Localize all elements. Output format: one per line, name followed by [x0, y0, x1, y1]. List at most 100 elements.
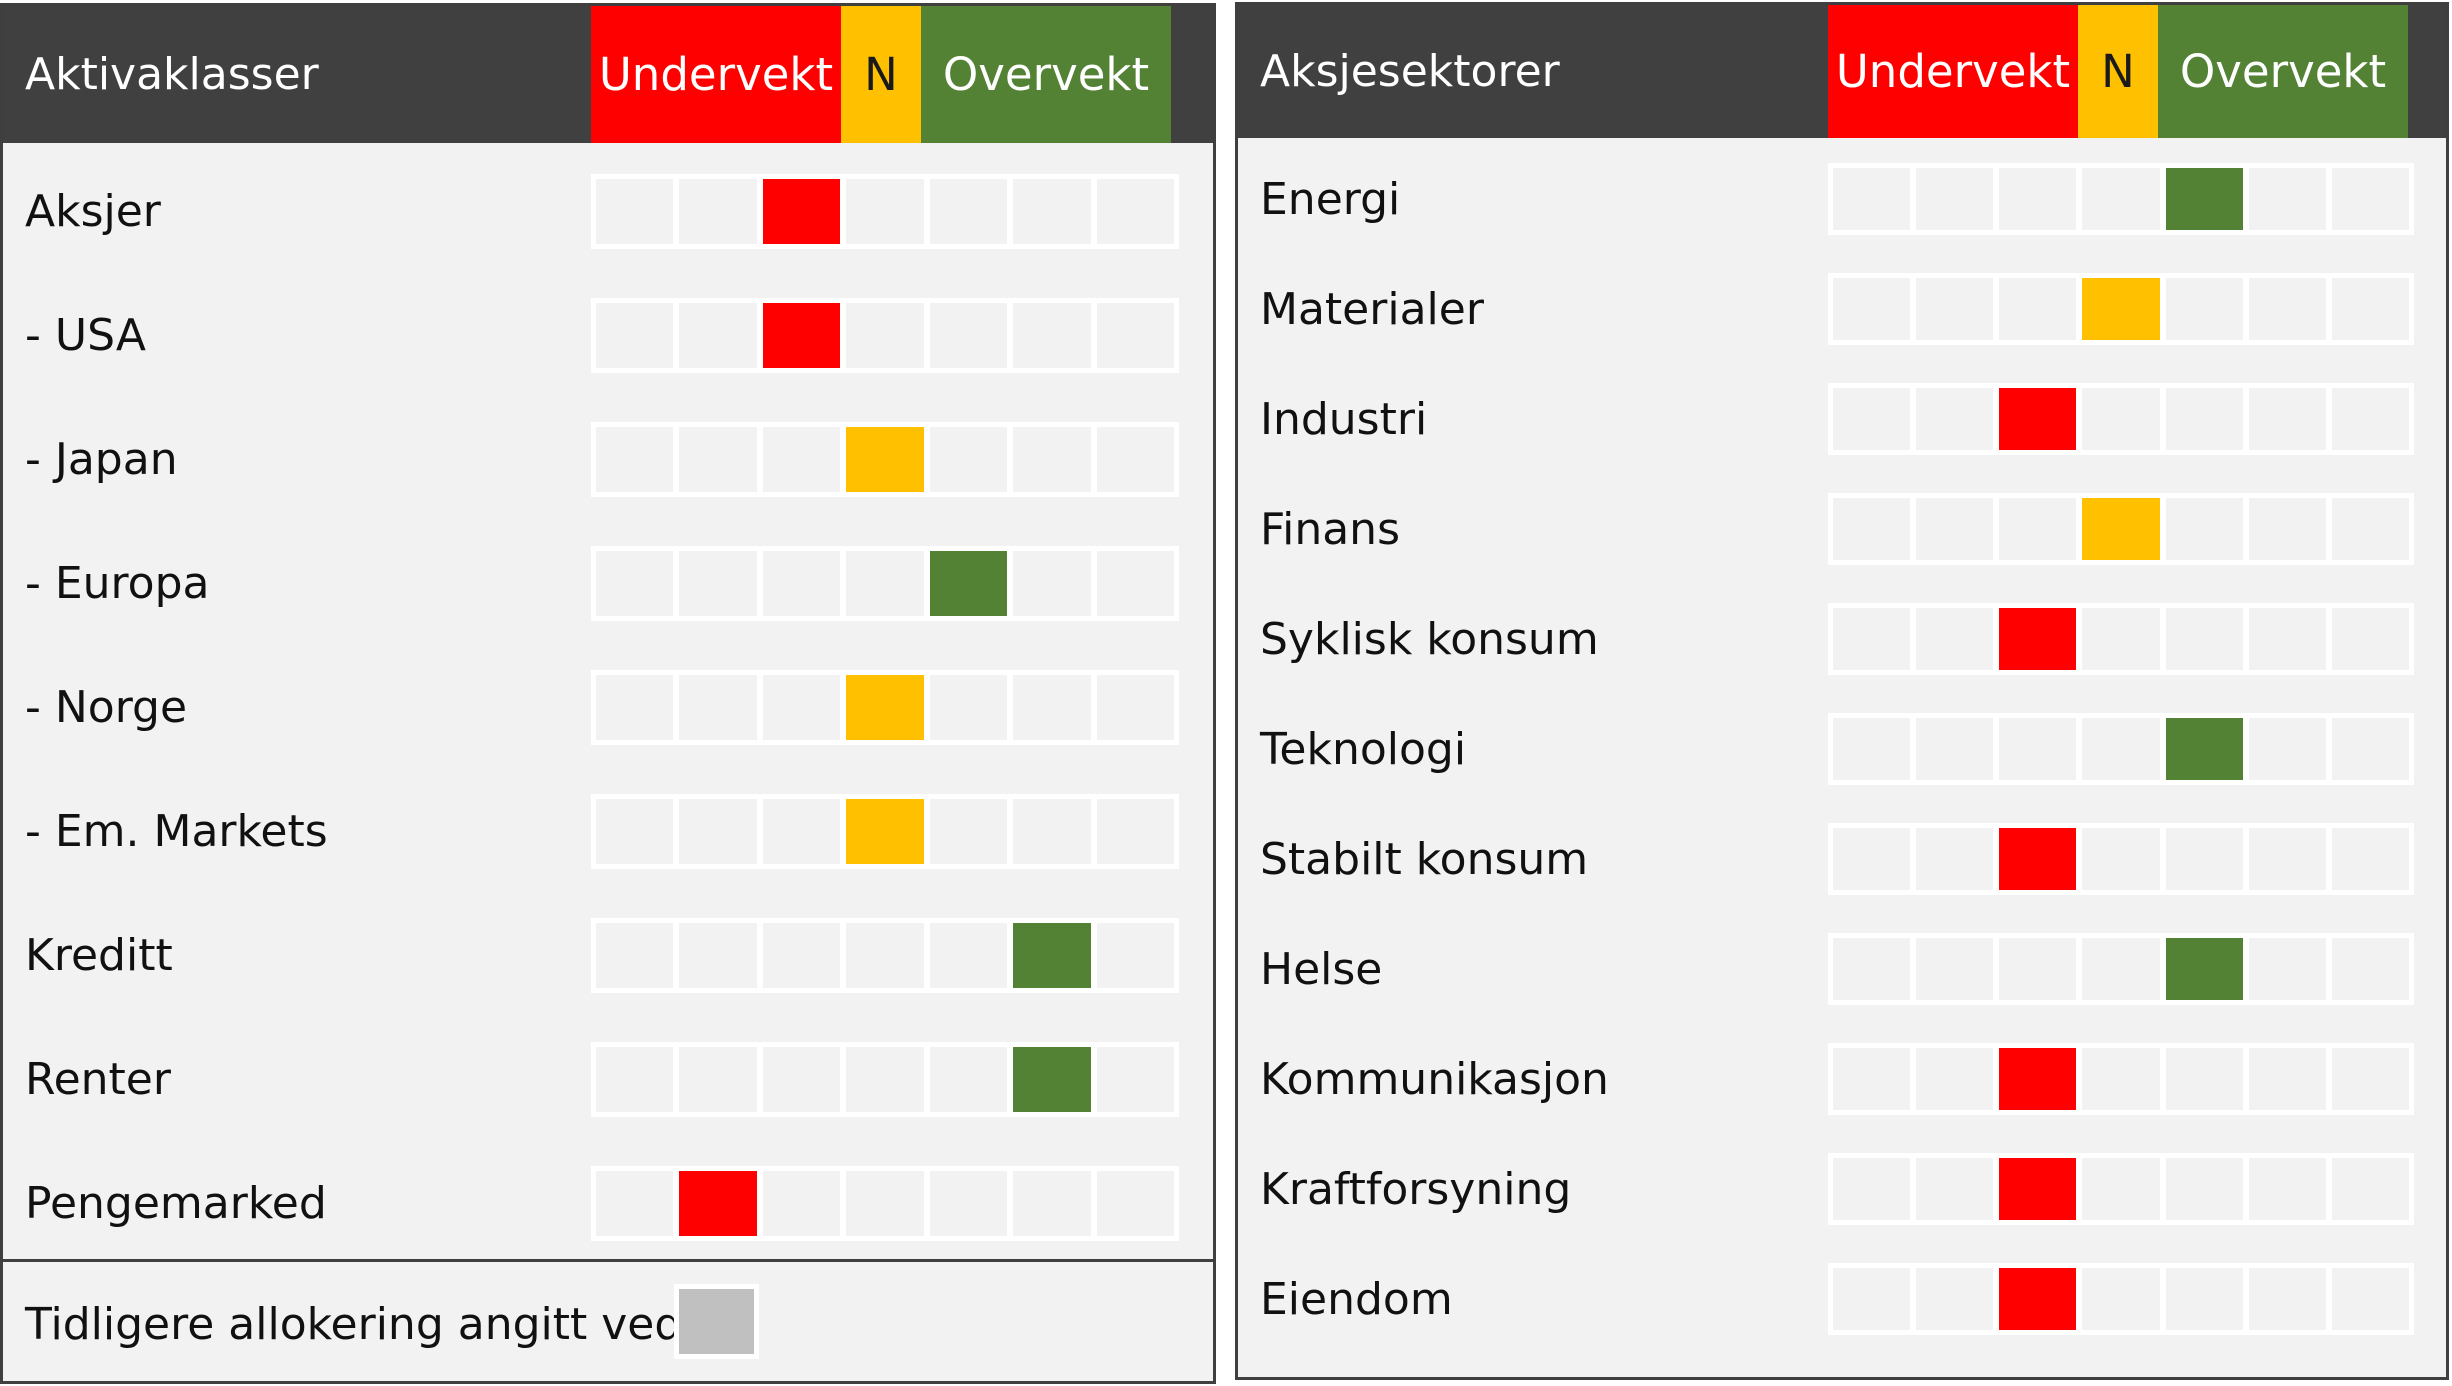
scale-cell [846, 1170, 924, 1236]
weight-marker [1999, 1158, 2077, 1220]
scale-cell [1013, 178, 1091, 244]
scale-cell [1833, 278, 1911, 340]
weight-marker [1013, 1046, 1091, 1112]
scale-cell [2165, 498, 2243, 560]
scale-cell [2331, 718, 2409, 780]
weight-marker [2082, 278, 2160, 340]
scale-cell [1999, 168, 2077, 230]
scale-cell [1096, 1046, 1174, 1112]
row-label-em-markets: - Em. Markets [25, 805, 328, 857]
scale-cell [1916, 718, 1994, 780]
weight-marker [2165, 718, 2243, 780]
weight-marker [1999, 1268, 2077, 1330]
asset-class-header: Aktivaklasser Undervekt N Overvekt [3, 6, 1213, 143]
scale-cell [679, 922, 757, 988]
scale-cell [2082, 1268, 2160, 1330]
weight-marker [929, 550, 1008, 616]
scale-cell [2165, 1158, 2243, 1220]
row-label-eiendom: Eiendom [1260, 1273, 1453, 1325]
scale-cell [1096, 798, 1174, 864]
scale-cell [2165, 388, 2243, 450]
row-label-industri: Industri [1260, 393, 1428, 445]
scale-cell [2082, 1158, 2160, 1220]
sector-panel: Aksjesektorer Undervekt N Overvekt Energ… [1235, 2, 2449, 1380]
scale-cell [679, 426, 757, 492]
scale-cell [2165, 1048, 2243, 1110]
scale-overweight: Overvekt [921, 6, 1171, 143]
scale-cell [596, 550, 674, 616]
weight-marker [2165, 938, 2243, 1000]
weight-marker [2082, 498, 2160, 560]
scale-cell [1013, 798, 1091, 864]
scale-cell [596, 922, 674, 988]
scale-cell [762, 1046, 841, 1112]
scale-cell [762, 550, 841, 616]
scale-cell [1999, 938, 2077, 1000]
scale-cell [2331, 828, 2409, 890]
row-label-renter: Renter [25, 1053, 171, 1105]
scale-cell [2082, 828, 2160, 890]
weight-scale-materialer [1828, 273, 2414, 345]
scale-cell [2248, 1158, 2326, 1220]
weight-scale-eiendom [1828, 1263, 2414, 1335]
scale-cell [846, 550, 924, 616]
scale-cell [1916, 168, 1994, 230]
scale-cell [1013, 550, 1091, 616]
scale-cell [846, 178, 924, 244]
scale-cell [929, 922, 1008, 988]
scale-cell [1999, 278, 2077, 340]
scale-cell [846, 922, 924, 988]
scale-cell [1013, 674, 1091, 740]
scale-cell [2248, 168, 2326, 230]
scale-cell [1833, 828, 1911, 890]
scale-cell [2248, 388, 2326, 450]
scale-cell [2331, 498, 2409, 560]
row-label-kommunikasjon: Kommunikasjon [1260, 1053, 1609, 1105]
scale-cell [596, 1170, 674, 1236]
scale-cell [762, 426, 841, 492]
scale-cell [929, 1170, 1008, 1236]
scale-cell [1916, 388, 1994, 450]
weight-marker [762, 302, 841, 368]
scale-cell [2082, 718, 2160, 780]
row-label-finans: Finans [1260, 503, 1400, 555]
weight-scale-usa [591, 297, 1179, 373]
scale-cell [929, 426, 1008, 492]
scale-cell [596, 1046, 674, 1112]
scale-cell [2331, 388, 2409, 450]
scale-cell [679, 302, 757, 368]
scale-cell [762, 1170, 841, 1236]
scale-cell [679, 550, 757, 616]
scale-cell [2248, 278, 2326, 340]
scale-cell [679, 798, 757, 864]
legend-divider [3, 1259, 1213, 1262]
scale-cell [1916, 1268, 1994, 1330]
weight-marker [679, 1170, 757, 1236]
scale-cell [679, 178, 757, 244]
row-label-usa: - USA [25, 309, 146, 361]
legend-label: Tidligere allokering angitt ved [25, 1298, 683, 1350]
previous-allocation-swatch [674, 1284, 759, 1359]
scale-overweight: Overvekt [2158, 5, 2408, 138]
scale-cell [1013, 426, 1091, 492]
row-label-europa: - Europa [25, 557, 210, 609]
row-label-kraftforsyning: Kraftforsyning [1260, 1163, 1572, 1215]
scale-cell [2165, 278, 2243, 340]
scale-underweight: Undervekt [1828, 5, 2078, 138]
weight-marker [846, 674, 924, 740]
row-label-materialer: Materialer [1260, 283, 1484, 335]
sector-header: Aksjesektorer Undervekt N Overvekt [1238, 5, 2446, 138]
scale-cell [2248, 1268, 2326, 1330]
weight-scale-helse [1828, 933, 2414, 1005]
weight-scale-pengemarked [591, 1165, 1179, 1241]
scale-cell [2331, 1158, 2409, 1220]
scale-cell [762, 674, 841, 740]
weight-scale-em-markets [591, 793, 1179, 869]
scale-cell [1013, 302, 1091, 368]
scale-cell [1833, 1048, 1911, 1110]
scale-cell [1916, 608, 1994, 670]
scale-cell [2165, 828, 2243, 890]
scale-cell [2082, 1048, 2160, 1110]
scale-cell [596, 798, 674, 864]
scale-cell [1916, 938, 1994, 1000]
